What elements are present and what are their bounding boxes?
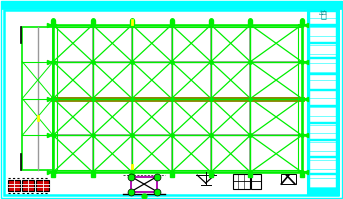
Bar [310, 158, 336, 173]
Bar [310, 75, 336, 89]
Bar [310, 91, 336, 105]
Bar [1, 1, 342, 9]
Text: ⛩: ⛩ [320, 9, 326, 19]
Bar [281, 174, 296, 184]
Bar [57, 27, 298, 170]
Bar [310, 27, 336, 42]
Bar [131, 177, 157, 191]
Bar [36, 180, 49, 191]
Bar [251, 174, 261, 189]
Bar [310, 59, 336, 73]
Bar [310, 44, 336, 57]
Bar [310, 12, 336, 24]
Bar [22, 180, 34, 191]
Bar [310, 107, 336, 122]
Bar [8, 180, 20, 191]
Bar [310, 175, 336, 188]
Bar [53, 25, 302, 172]
Bar [22, 27, 53, 170]
Bar [1, 2, 305, 6]
Bar [233, 174, 250, 189]
Bar [310, 124, 336, 139]
Bar [308, 10, 339, 195]
Bar [310, 141, 336, 156]
Text: △△: △△ [319, 9, 327, 14]
